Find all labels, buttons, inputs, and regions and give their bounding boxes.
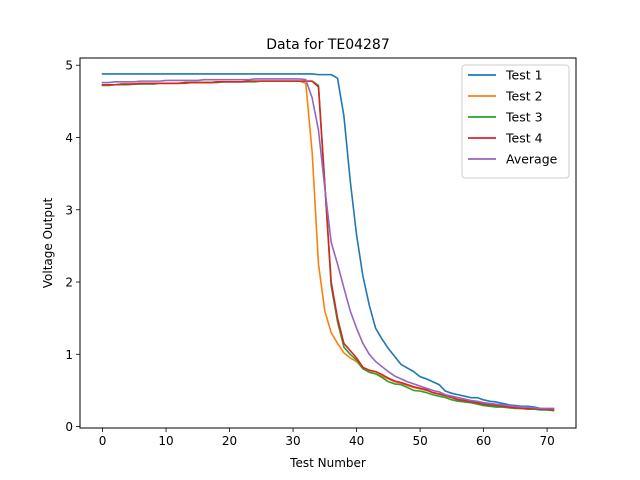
legend-box	[461, 64, 570, 179]
plot-area-frame	[79, 57, 577, 429]
legend-label: Test 4	[505, 131, 543, 146]
series-line-test-4	[101, 80, 555, 411]
series-lines	[101, 73, 555, 412]
legend-label: Test 1	[505, 68, 543, 83]
x-tick-label: 40	[349, 434, 364, 448]
x-tick-label: 50	[412, 434, 427, 448]
legend-label: Test 3	[505, 110, 543, 125]
y-tick-label: 0	[65, 420, 73, 434]
series-line-test-1	[101, 73, 555, 410]
y-tick-label: 4	[65, 131, 73, 145]
y-axis-label: Voltage Output	[41, 197, 55, 288]
x-axis-label: Test Number	[289, 456, 366, 470]
x-tick-label: 0	[99, 434, 107, 448]
y-tick-label: 3	[65, 203, 73, 217]
y-tick-label: 5	[65, 59, 73, 73]
y-axis-ticks: 0 1 2 3 4 5	[65, 59, 80, 434]
legend: Test 1 Test 2 Test 3 Test 4 Average	[461, 64, 570, 179]
x-axis-ticks: 0 10 20 30 40 50 60 70	[99, 428, 555, 448]
chart-title: Data for TE04287	[266, 37, 390, 53]
x-tick-label: 30	[285, 434, 300, 448]
y-tick-label: 1	[65, 348, 73, 362]
x-tick-label: 10	[158, 434, 173, 448]
y-tick-label: 2	[65, 276, 73, 290]
legend-label: Average	[506, 152, 558, 167]
series-line-average	[101, 78, 555, 410]
legend-label: Test 2	[505, 89, 543, 104]
x-tick-label: 20	[222, 434, 237, 448]
x-tick-label: 70	[539, 434, 554, 448]
x-tick-label: 60	[476, 434, 491, 448]
